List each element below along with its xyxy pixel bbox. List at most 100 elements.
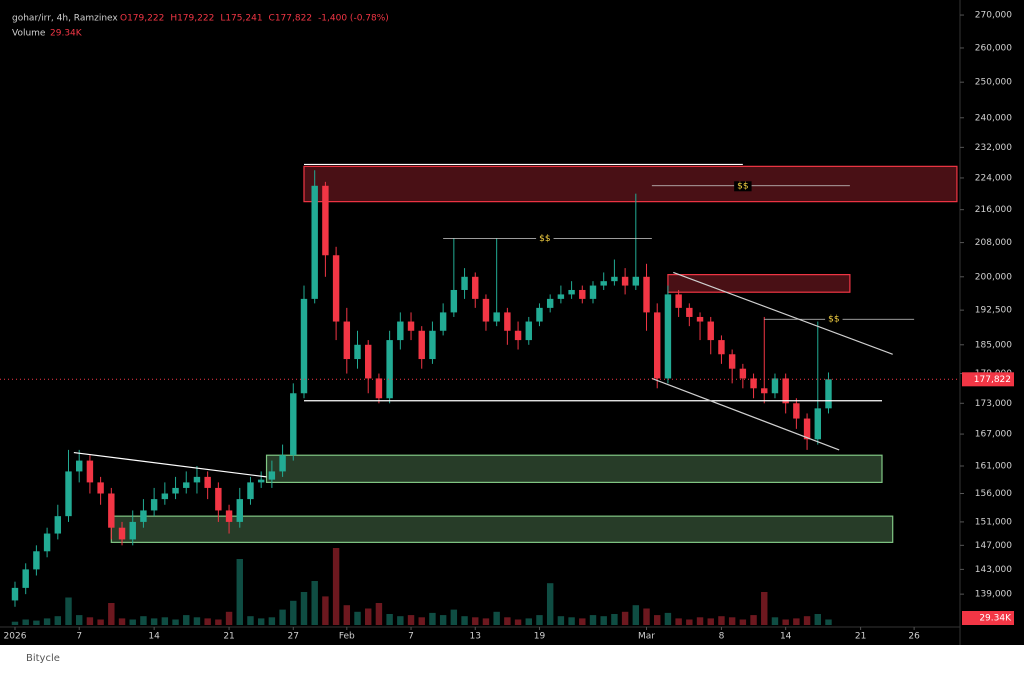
brand: Bitycle [26,653,60,664]
y-tick-label: 260,000 [975,43,1012,53]
x-tick-label: 27 [288,632,299,642]
candle-body [215,487,222,511]
y-tick-label: 139,000 [975,590,1012,600]
candle-body [375,378,383,399]
ohlc-value: O179,222 [120,14,164,24]
y-tick-label: 147,000 [975,541,1012,551]
volume-bar [750,615,757,625]
y-tick-label: 167,000 [975,430,1012,440]
candle-body [696,316,704,322]
candle-body [450,289,458,313]
volume-bar [536,615,543,625]
volume-bar [696,617,704,625]
candle-body [803,418,811,440]
candle-body [322,185,329,256]
volume-bar [225,611,233,625]
candle-body [225,510,233,522]
label-bg [734,181,752,192]
x-tick-label: 7 [76,632,82,642]
candle-body [183,482,190,488]
last-price-box [962,372,1014,387]
candle-body [418,330,425,360]
volume-bar [643,608,650,625]
candle-body [33,551,40,570]
candle-body [75,460,83,472]
candle-body [11,587,19,601]
label-bg [825,314,843,325]
volume-bar [461,616,468,625]
drawing-line [673,271,893,355]
zone [667,274,851,293]
y-tick-label: 161,000 [975,461,1012,471]
symbol: gohar/irr, 4h, Ramzinex [12,14,118,24]
volume-bar [118,618,126,625]
volume-bar [718,616,725,625]
volume-bar [761,592,768,625]
candle-body [247,482,254,500]
volume-bar [825,619,832,625]
volume-bar [279,609,286,625]
volume-bar [568,617,575,625]
volume-bar [589,615,597,625]
volume-bar [140,616,147,625]
y-tick-label: 224,000 [975,173,1012,183]
candle-body [579,289,586,299]
candle-body [43,533,51,552]
candle-body [686,307,693,317]
candle-body [343,321,351,360]
volume-bar [97,619,104,625]
volume-bar [664,612,672,625]
volume-bar [75,615,83,625]
volume-bar [150,618,158,625]
volume-bar [686,619,693,625]
x-tick-label: 7 [408,632,414,642]
x-tick-label: 8 [719,632,725,642]
candle-body [482,298,490,322]
volume-bar [504,617,511,625]
volume-bar [514,619,522,625]
volume-bar [621,611,629,625]
volume-bar [707,618,714,625]
candle-body [397,321,404,341]
ohlc-value: C177,822 [269,14,313,24]
volume-bar [322,596,329,625]
volume-bar [215,619,222,625]
candle-body [761,388,768,394]
candle-body [825,379,832,409]
volume-bar [204,618,211,625]
volume-bar [472,617,479,625]
candle-body [728,354,736,369]
candle-body [611,276,618,282]
zone [265,454,883,483]
volume-bar [739,619,747,625]
ohlc-value: L175,241 [220,14,262,24]
candle-body [493,312,500,322]
volume-tag-box [962,611,1014,625]
volume-bar [290,600,297,625]
volume-bar [247,616,254,625]
volume-bar [654,615,661,625]
label-text: $$ [828,315,839,325]
candle-body [739,368,747,379]
x-tick-label: 19 [534,632,546,642]
volume-bar [86,617,94,625]
volume-bar [65,597,72,625]
candle-body [365,344,372,379]
volume-bar [311,581,318,625]
candle-body [814,408,821,440]
y-tick-label: 200,000 [975,272,1012,282]
candle-body [311,185,318,299]
x-tick-label: Mar [638,632,655,642]
background [0,0,1024,645]
candle-body [172,487,179,494]
volume-bar [257,618,265,625]
candle-body [461,276,468,290]
candle-body [632,276,640,286]
volume-bar [375,603,383,625]
volume-bar [728,617,736,625]
candle-body [793,403,800,419]
volume-bar [236,559,243,625]
candle-body [675,294,682,308]
candle-body [354,344,361,360]
